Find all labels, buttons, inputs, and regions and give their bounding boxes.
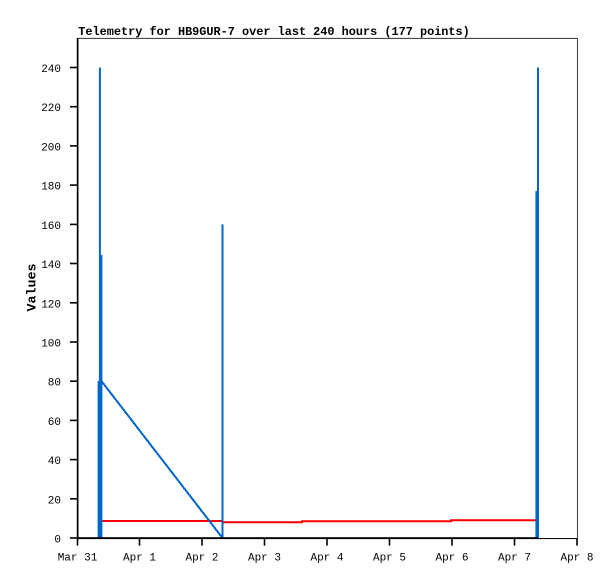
svg-text:Apr 2: Apr 2 — [185, 553, 218, 565]
svg-text:120: 120 — [41, 299, 61, 311]
svg-text:Apr 3: Apr 3 — [248, 553, 281, 565]
svg-text:Values: Values — [26, 264, 41, 312]
svg-text:20: 20 — [48, 495, 61, 507]
svg-text:240: 240 — [41, 64, 61, 76]
svg-text:80: 80 — [48, 378, 61, 390]
svg-text:200: 200 — [41, 142, 61, 154]
svg-text:Apr 5: Apr 5 — [373, 553, 406, 565]
svg-text:Mar 31: Mar 31 — [58, 553, 98, 565]
svg-text:180: 180 — [41, 182, 61, 194]
svg-text:Apr 4: Apr 4 — [310, 553, 343, 565]
svg-text:160: 160 — [41, 221, 61, 233]
svg-text:Apr 7: Apr 7 — [498, 553, 531, 565]
svg-text:60: 60 — [48, 417, 61, 429]
svg-text:100: 100 — [41, 339, 61, 351]
svg-text:0: 0 — [54, 535, 61, 547]
svg-text:Apr 1: Apr 1 — [123, 553, 156, 565]
svg-text:Telemetry for HB9GUR-7 over la: Telemetry for HB9GUR-7 over last 240 hou… — [78, 25, 470, 39]
svg-text:Apr 8: Apr 8 — [560, 553, 593, 565]
svg-text:220: 220 — [41, 103, 61, 115]
svg-text:140: 140 — [41, 260, 61, 272]
svg-text:Apr 6: Apr 6 — [435, 553, 468, 565]
svg-text:40: 40 — [48, 456, 61, 468]
